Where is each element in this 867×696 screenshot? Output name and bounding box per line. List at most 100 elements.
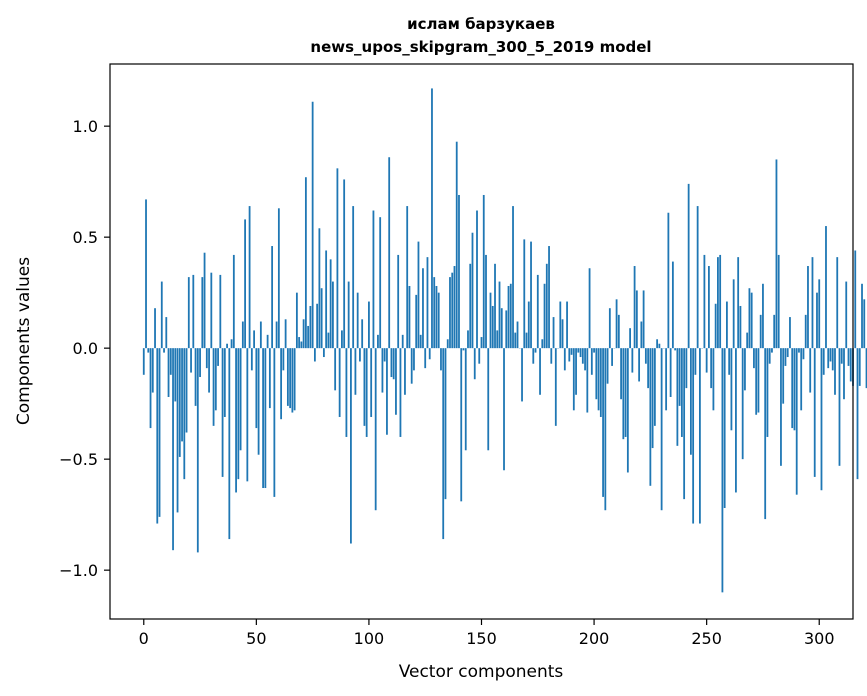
bar-163	[509, 283, 512, 349]
bar-173	[532, 348, 535, 364]
bar-137	[451, 272, 454, 349]
bar-205	[604, 348, 607, 511]
bar-299	[816, 292, 818, 349]
bar-135	[446, 339, 449, 349]
bar-240	[683, 348, 686, 500]
bar-304	[827, 348, 830, 369]
bar-261	[730, 348, 733, 431]
bar-168	[521, 348, 523, 402]
bar-103	[374, 348, 377, 511]
bar-17	[181, 348, 183, 442]
bar-291	[798, 348, 800, 353]
bar-63	[284, 319, 287, 349]
bar-75	[311, 101, 314, 349]
bar-50	[255, 348, 258, 429]
bar-151	[482, 194, 485, 349]
bar-120	[413, 348, 415, 371]
bar-214	[624, 348, 627, 437]
bar-157	[496, 330, 499, 349]
bar-65	[289, 348, 292, 409]
bar-129	[433, 277, 436, 349]
bar-309	[838, 348, 841, 466]
bar-140	[458, 194, 460, 349]
bar-145	[469, 263, 472, 349]
bar-258	[723, 348, 726, 508]
bar-34	[219, 274, 222, 349]
bar-229	[658, 343, 661, 349]
bar-280	[773, 314, 776, 349]
bar-176	[539, 348, 541, 395]
bar-61	[280, 348, 283, 420]
bars-group	[142, 88, 867, 593]
y-tick-label: 1.0	[73, 117, 98, 136]
bar-99	[365, 348, 368, 437]
bar-131	[437, 292, 440, 349]
bar-15	[176, 348, 179, 513]
y-axis-label: Components values	[14, 257, 34, 425]
bar-83	[329, 259, 332, 349]
bar-38	[228, 348, 231, 540]
bar-222	[642, 290, 645, 349]
bar-92	[350, 348, 352, 544]
bar-170	[525, 332, 528, 349]
bar-141	[460, 348, 463, 502]
bar-321	[865, 348, 867, 389]
bar-16	[178, 348, 181, 457]
bar-79	[320, 288, 323, 349]
bar-252	[710, 348, 713, 389]
bar-245	[694, 348, 697, 375]
bar-101	[370, 348, 373, 417]
bar-1	[145, 199, 147, 349]
bar-18	[183, 348, 186, 480]
bar-273	[757, 348, 760, 413]
bar-305	[829, 348, 832, 362]
bar-247	[699, 348, 701, 524]
x-tick-label: 300	[804, 629, 835, 648]
bar-77	[316, 303, 319, 349]
bar-207	[608, 308, 611, 349]
y-axis: −1.0 −0.5 0.0 0.5 1.0	[59, 117, 110, 580]
bar-108	[386, 348, 388, 435]
bar-41	[235, 348, 237, 493]
bar-213	[622, 348, 625, 440]
bar-121	[415, 294, 418, 349]
bar-21	[190, 348, 192, 373]
bar-150	[480, 337, 483, 349]
bar-107	[383, 348, 386, 362]
bar-4	[151, 348, 154, 393]
bar-210	[615, 299, 618, 349]
bar-234	[669, 348, 672, 397]
bar-175	[536, 274, 539, 349]
bar-122	[417, 241, 420, 349]
bar-211	[617, 314, 620, 349]
bar-174	[534, 348, 537, 353]
bar-109	[388, 157, 391, 349]
bar-288	[791, 348, 794, 429]
bar-71	[302, 319, 305, 349]
bar-293	[802, 348, 805, 360]
bar-66	[291, 348, 294, 413]
bar-275	[762, 283, 764, 349]
bar-35	[221, 348, 224, 477]
bar-27	[203, 252, 206, 349]
bar-49	[253, 330, 255, 349]
bar-81	[325, 250, 328, 349]
y-tick-label: −0.5	[59, 450, 98, 469]
bar-296	[809, 348, 812, 393]
bar-194	[579, 348, 582, 358]
bar-146	[471, 232, 474, 349]
bar-130	[435, 286, 438, 349]
bar-267	[744, 348, 746, 391]
bar-44	[241, 321, 244, 349]
bar-80	[322, 348, 325, 358]
bar-125	[424, 348, 427, 369]
bar-186	[561, 319, 564, 349]
bar-224	[647, 348, 650, 389]
bar-43	[239, 348, 242, 451]
bar-318	[858, 348, 861, 386]
bar-76	[313, 348, 316, 362]
bar-254	[714, 303, 717, 349]
bar-225	[649, 348, 652, 486]
bar-46	[246, 348, 249, 482]
bar-166	[516, 321, 519, 349]
